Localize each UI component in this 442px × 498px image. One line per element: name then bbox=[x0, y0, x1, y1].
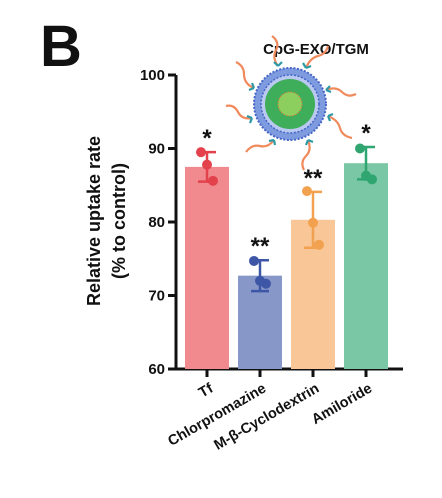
ligand-anchors bbox=[246, 61, 334, 146]
bar bbox=[185, 166, 229, 369]
y-tick-label: 90 bbox=[148, 141, 165, 158]
significance-label: ** bbox=[251, 233, 270, 260]
data-point bbox=[355, 143, 365, 154]
significance-label: * bbox=[361, 120, 371, 147]
x-tick-label: Amiloride bbox=[309, 381, 375, 428]
data-point bbox=[367, 174, 377, 185]
data-point bbox=[314, 239, 324, 250]
y-axis-title: Relative uptake rate bbox=[84, 136, 104, 306]
ligand-strands bbox=[225, 35, 357, 171]
x-tick-label: Tf bbox=[196, 381, 216, 402]
y-tick-label: 100 bbox=[140, 67, 165, 84]
bar bbox=[344, 163, 388, 369]
data-point bbox=[196, 147, 206, 158]
y-tick-label: 70 bbox=[148, 288, 165, 305]
y-axis-label: Relative uptake rate (% to control) bbox=[84, 136, 129, 306]
y-axis-unit: (% to control) bbox=[109, 163, 129, 279]
data-point bbox=[302, 186, 312, 197]
chart-title: CpG-EXO/TGM bbox=[263, 41, 369, 58]
significance-label: ** bbox=[304, 165, 323, 192]
y-tick-label: 60 bbox=[148, 361, 165, 378]
data-point bbox=[308, 217, 318, 228]
significance-label: * bbox=[202, 125, 212, 152]
panel-label: B bbox=[40, 14, 82, 79]
vesicle-core-center bbox=[277, 91, 303, 117]
data-point bbox=[249, 255, 259, 266]
y-tick-label: 80 bbox=[148, 214, 165, 231]
data-point bbox=[208, 175, 218, 186]
nanoparticle-illustration bbox=[225, 35, 357, 171]
data-point bbox=[202, 159, 212, 170]
data-point bbox=[261, 278, 271, 289]
